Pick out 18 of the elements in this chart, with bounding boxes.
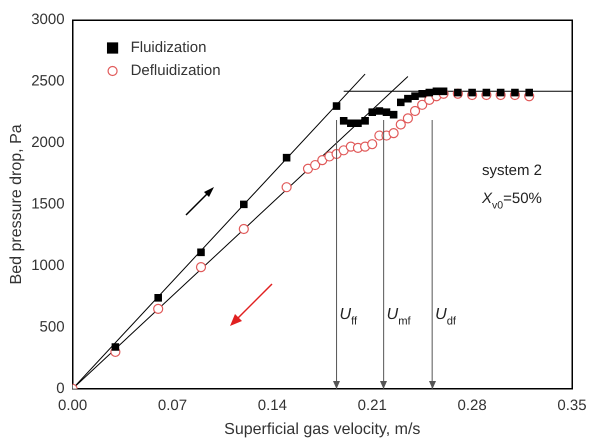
y-tick-label: 2000 <box>31 134 65 152</box>
annotation: system 2 <box>482 162 542 179</box>
legend-label: Defluidization <box>130 62 221 80</box>
y-tick-label: 500 <box>40 318 65 336</box>
y-tick-label: 3000 <box>31 11 65 28</box>
legend-label: Fluidization <box>130 39 206 56</box>
x-tick-label: 0.35 <box>557 396 587 414</box>
x-tick-label: 0.07 <box>158 396 188 414</box>
y-tick-label: 1500 <box>31 196 65 213</box>
x-tick-label: 0.21 <box>358 396 387 414</box>
x-tick-label: 0.14 <box>258 396 287 414</box>
y-axis-title: Bed pressure drop, Pa <box>8 124 26 284</box>
y-tick-label: 0 <box>56 380 65 397</box>
x-axis-title: Superficial gas velocity, m/s <box>224 420 420 438</box>
x-tick-label: 0.00 <box>58 396 88 414</box>
y-tick-label: 1000 <box>31 257 65 274</box>
y-tick-label: 2500 <box>31 72 65 90</box>
x-tick-label: 0.28 <box>458 396 487 414</box>
